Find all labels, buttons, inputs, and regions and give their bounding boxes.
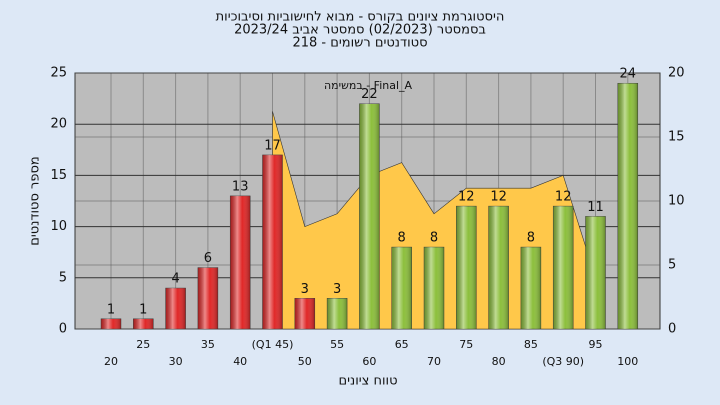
bar <box>197 267 219 330</box>
value-label: 24 <box>620 67 637 82</box>
value-label: 1 <box>107 302 115 317</box>
value-label: 8 <box>398 231 406 246</box>
x-tick-label: 35 <box>201 338 215 351</box>
x-tick-label: 65 <box>395 338 409 351</box>
bar <box>423 246 445 330</box>
bar <box>520 246 542 330</box>
value-label: 17 <box>264 138 281 153</box>
x-tick-label: 20 <box>104 355 118 368</box>
bar <box>100 318 122 330</box>
value-label: 12 <box>458 190 475 205</box>
x-tick-label: 70 <box>427 355 441 368</box>
y2-tick-label: 20 <box>668 66 685 81</box>
bar <box>617 82 639 330</box>
y2-tick-label: 10 <box>668 194 685 209</box>
value-label: 8 <box>527 231 535 246</box>
y-tick-label: 0 <box>59 322 67 337</box>
bar <box>585 216 606 330</box>
value-label: 8 <box>430 231 438 246</box>
bar <box>326 298 348 330</box>
x-tick-label: 75 <box>459 338 473 351</box>
y-tick-label: 25 <box>50 66 67 81</box>
bar <box>552 205 574 330</box>
value-label: 12 <box>490 190 507 205</box>
annotation: במשימה - Final_A <box>324 79 413 92</box>
x-tick-label: 40 <box>233 355 247 368</box>
y-tick-label: 10 <box>50 219 67 234</box>
x-tick-label: (Q1 45) <box>252 338 294 351</box>
value-label: 6 <box>204 251 212 266</box>
value-label: 11 <box>587 200 604 215</box>
y-axis-title: מספר סטודנטים <box>28 156 43 246</box>
x-tick-label: 85 <box>524 338 538 351</box>
y2-tick-label: 0 <box>668 322 676 337</box>
bar <box>391 246 412 330</box>
bar <box>262 154 283 330</box>
bar <box>133 318 154 330</box>
bar <box>359 103 380 330</box>
bar <box>294 298 316 330</box>
y2-tick-label: 15 <box>668 130 685 145</box>
value-label: 13 <box>232 179 249 194</box>
x-tick-label: 55 <box>330 338 344 351</box>
bar <box>488 205 509 330</box>
x-tick-label: 50 <box>298 355 312 368</box>
bar <box>165 287 186 330</box>
chart-title: היסטוגרמת ציונים בקורס - מבוא לחישוביות … <box>216 10 505 25</box>
x-axis-title: טווח ציונים <box>338 374 397 389</box>
chart-subtitle: סטודנטים רשומים - 218 <box>292 36 427 51</box>
bar <box>229 195 251 330</box>
x-tick-label: 60 <box>362 355 376 368</box>
x-tick-label: 95 <box>589 338 603 351</box>
chart-subtitle: בסמסטר (02/2023) סמסטר אביב 2023/24 <box>234 23 486 38</box>
value-label: 4 <box>171 272 179 287</box>
value-label: 12 <box>555 190 572 205</box>
value-label: 3 <box>333 282 341 297</box>
value-label: 3 <box>301 282 309 297</box>
value-label: 22 <box>361 87 378 102</box>
value-label: 1 <box>139 302 147 317</box>
x-tick-label: 100 <box>617 355 638 368</box>
y2-tick-label: 5 <box>668 258 676 273</box>
x-tick-label: 25 <box>136 338 150 351</box>
y-tick-label: 15 <box>50 168 67 183</box>
x-tick-label: 30 <box>169 355 183 368</box>
y-tick-label: 20 <box>50 117 67 132</box>
x-tick-label: (Q3 90) <box>542 355 584 368</box>
y-tick-label: 5 <box>59 270 67 285</box>
x-tick-label: 80 <box>492 355 506 368</box>
bar <box>456 205 477 330</box>
